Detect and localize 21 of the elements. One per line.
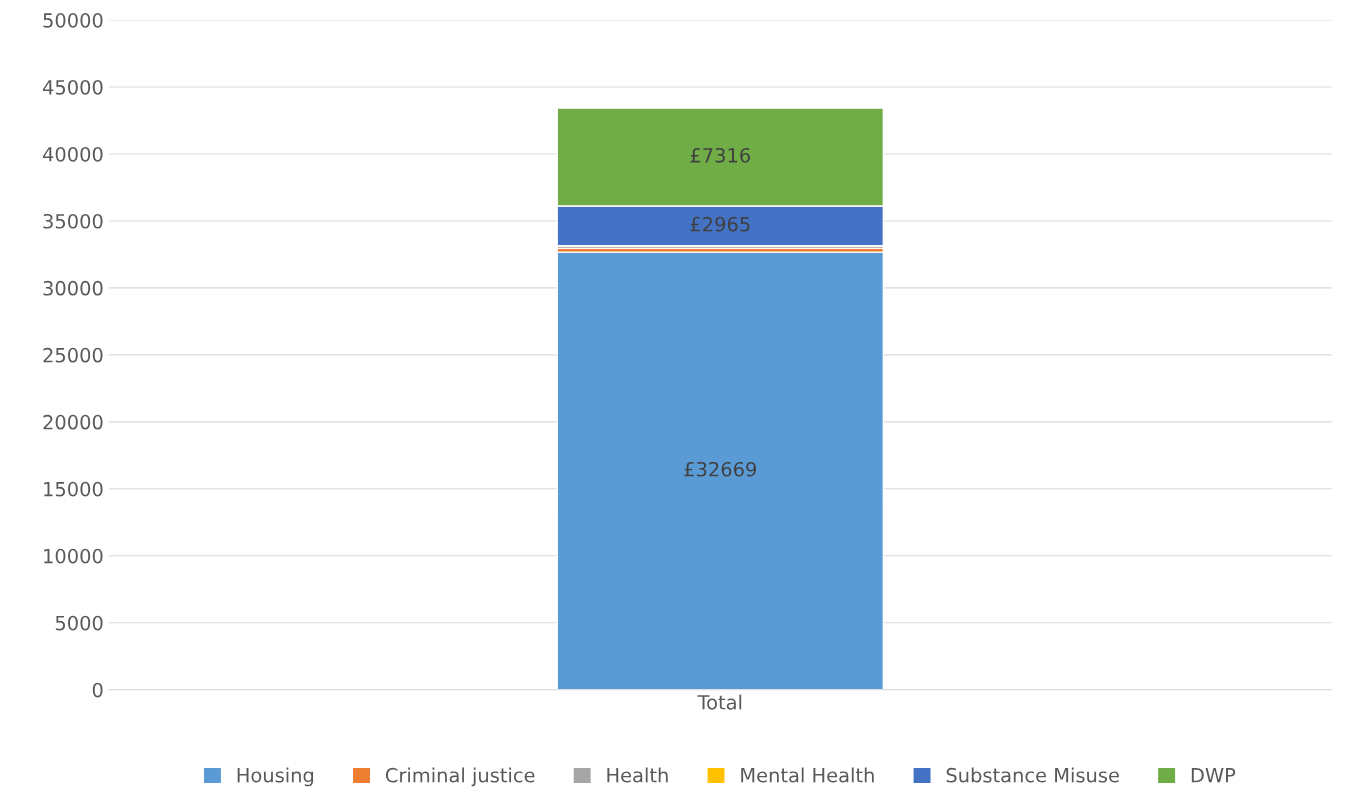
data-label: £2965 xyxy=(690,216,750,232)
legend-label: Health xyxy=(607,767,668,783)
y-tick-label: 35000 xyxy=(43,213,103,229)
y-tick-label: 5000 xyxy=(55,615,103,631)
y-tick-label: 15000 xyxy=(44,481,103,497)
legend-label: Substance Misuse xyxy=(946,767,1119,783)
y-tick-label: 30000 xyxy=(43,280,103,296)
y-tick-label: 0 xyxy=(92,682,103,698)
y-tick-label: 40000 xyxy=(42,146,103,162)
legend-label: Housing xyxy=(237,767,314,787)
legend-label: Criminal justice xyxy=(385,767,535,787)
legend-label: Mental Health xyxy=(741,767,874,783)
y-tick-label: 45000 xyxy=(42,79,103,95)
data-label: £32669 xyxy=(684,461,757,477)
y-tick-label: 20000 xyxy=(43,414,103,430)
y-tick-label: 50000 xyxy=(43,13,103,28)
y-tick-label: 10000 xyxy=(44,548,103,564)
y-tick-label: 25000 xyxy=(43,347,103,363)
data-label: £7316 xyxy=(690,147,750,163)
legend-label: DWP xyxy=(1191,768,1236,783)
x-tick-label: Total xyxy=(697,694,742,710)
